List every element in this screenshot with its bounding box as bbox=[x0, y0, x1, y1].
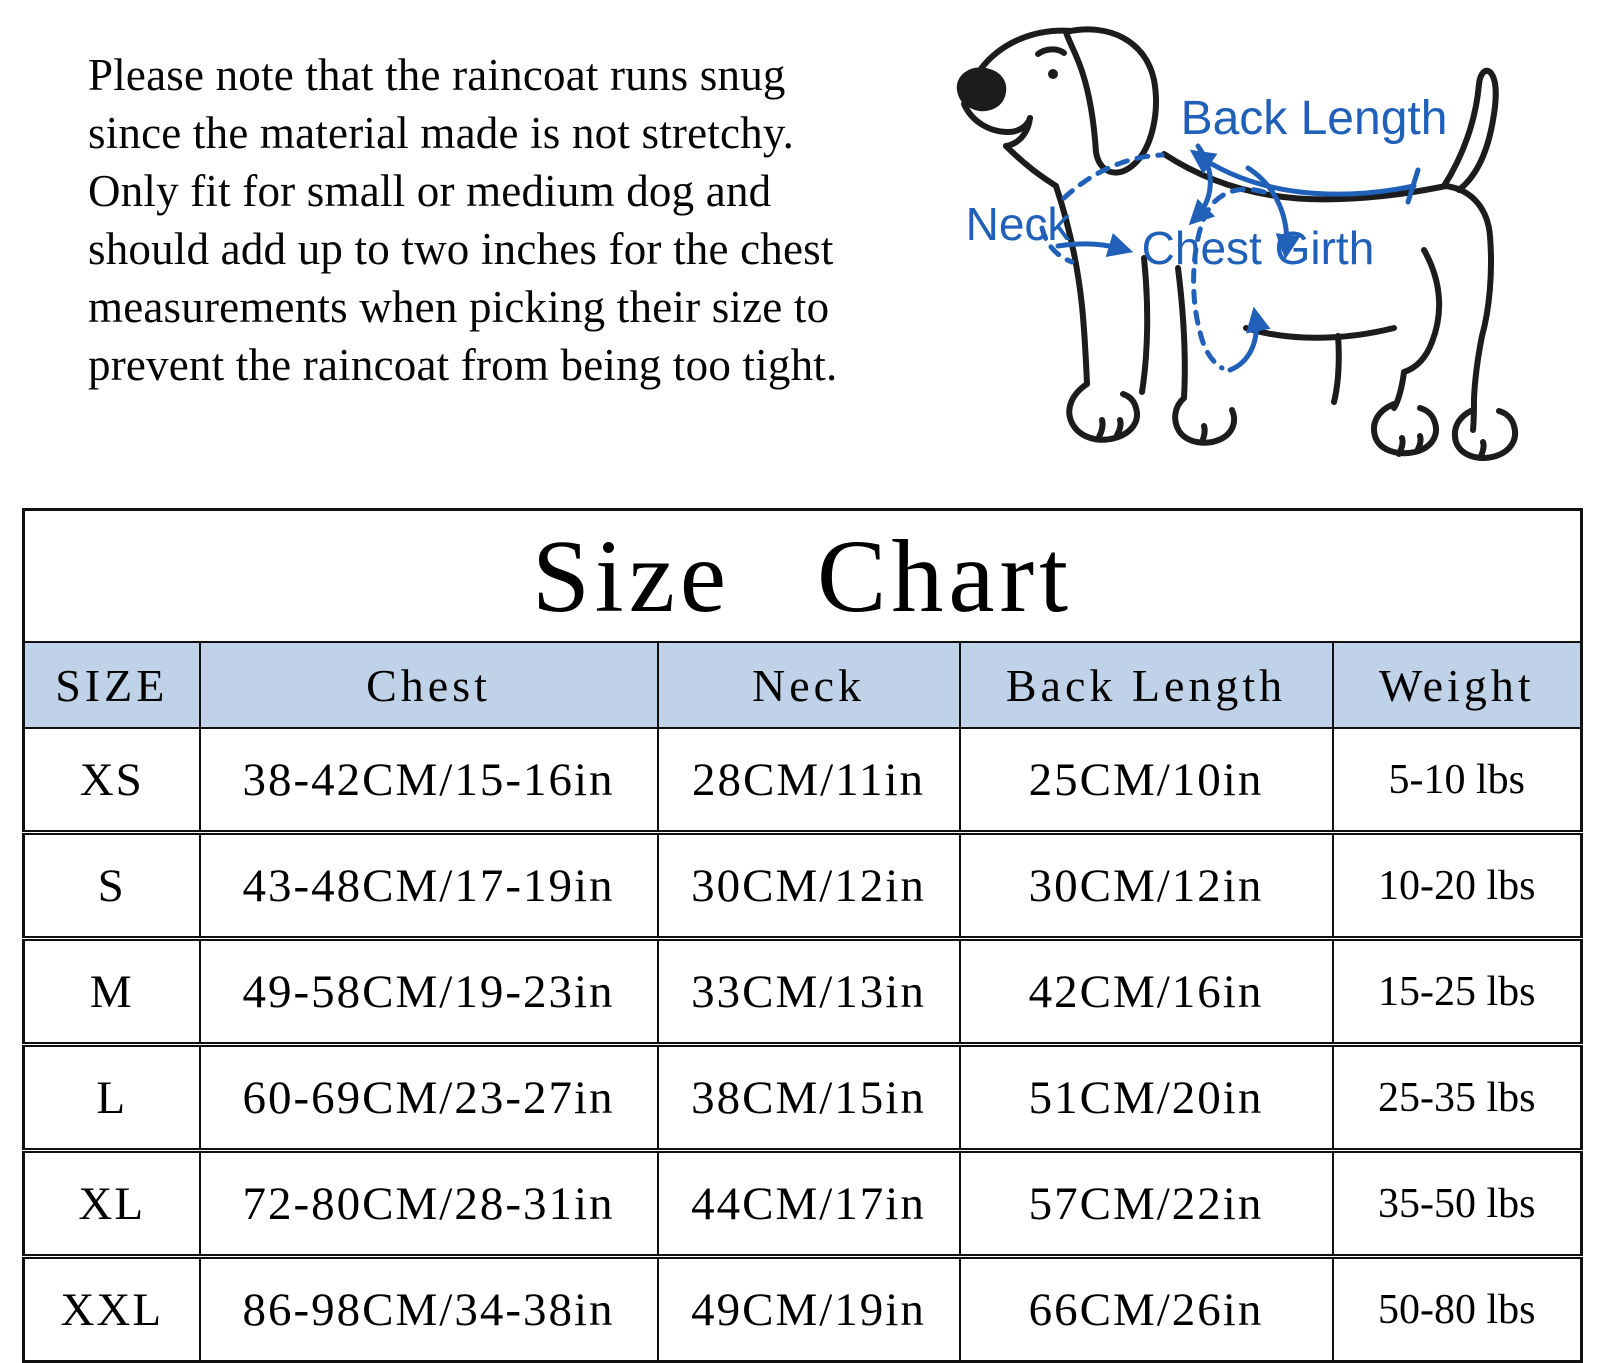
neck-dashed-arc-top bbox=[1061, 152, 1165, 201]
cell-weight: 25-35 lbs bbox=[1331, 1042, 1583, 1152]
fit-note-line: should add up to two inches for the ches… bbox=[88, 224, 834, 274]
dog-front-leg-far bbox=[1175, 265, 1188, 401]
dog-paw-front-near-toes bbox=[1096, 417, 1124, 440]
dog-paw-hind-far-toes bbox=[1477, 439, 1487, 461]
cell-neck: 38CM/15in bbox=[656, 1042, 961, 1152]
dog-hind-leg-front-edge bbox=[1331, 333, 1342, 405]
dog-haunch bbox=[1391, 247, 1443, 411]
chest-girth-annotation bbox=[1191, 165, 1301, 373]
fit-note-line: Only fit for small or medium dog and bbox=[88, 166, 772, 216]
column-header-neck: Neck bbox=[656, 641, 961, 729]
cell-chest: 43-48CM/17-19in bbox=[198, 830, 659, 940]
dog-tail bbox=[1441, 67, 1499, 193]
dog-chest-front-leg bbox=[1053, 183, 1090, 387]
fit-note-line: measurements when picking their size to bbox=[88, 282, 830, 332]
cell-neck: 30CM/12in bbox=[656, 830, 961, 940]
chest-dashed-ellipse bbox=[1191, 186, 1267, 371]
fit-note: Please note that the raincoat runs snug … bbox=[88, 46, 948, 394]
cell-back-length: 25CM/10in bbox=[958, 727, 1334, 834]
dog-paw-front-far-toes bbox=[1199, 423, 1208, 445]
cell-chest: 60-69CM/23-27in bbox=[198, 1042, 659, 1152]
cell-weight: 10-20 lbs bbox=[1331, 830, 1583, 940]
cell-chest: 38-42CM/15-16in bbox=[198, 727, 659, 834]
cell-chest: 49-58CM/19-23in bbox=[198, 936, 659, 1046]
size-chart-title: Size Chart bbox=[22, 508, 1583, 643]
cell-weight: 5-10 lbs bbox=[1331, 727, 1583, 834]
dog-ear bbox=[1063, 26, 1159, 176]
chest-bottom-arrow bbox=[1227, 306, 1271, 373]
dog-paw-front-far bbox=[1172, 395, 1238, 446]
dog-nose bbox=[956, 67, 1007, 112]
table-row: M 49-58CM/19-23in 33CM/13in 42CM/16in 15… bbox=[22, 936, 1583, 1046]
back-length-label: Back Length bbox=[1181, 92, 1448, 145]
back-length-measure-line bbox=[1189, 149, 1417, 197]
dog-rump-hind-leg bbox=[1443, 183, 1494, 433]
dog-measurement-diagram: Back Length Neck Chest Girth bbox=[956, 26, 1518, 461]
dog-brow bbox=[1035, 46, 1067, 57]
cell-back-length: 30CM/12in bbox=[958, 830, 1334, 940]
table-row: L 60-69CM/23-27in 38CM/15in 51CM/20in 25… bbox=[22, 1042, 1583, 1152]
cell-neck: 49CM/19in bbox=[656, 1254, 961, 1363]
column-header-back-length: Back Length bbox=[958, 641, 1334, 729]
cell-back-length: 66CM/26in bbox=[958, 1254, 1334, 1363]
neck-dashed-arc-bottom bbox=[1039, 225, 1075, 265]
cell-weight: 35-50 lbs bbox=[1331, 1148, 1583, 1258]
cell-neck: 28CM/11in bbox=[656, 727, 961, 834]
dog-paw-hind-far bbox=[1452, 407, 1518, 461]
size-chart-table: Size Chart SIZE Chest Neck Back Length W… bbox=[22, 508, 1584, 1363]
cell-weight: 15-25 lbs bbox=[1331, 936, 1583, 1046]
column-header-size: SIZE bbox=[22, 641, 201, 729]
cell-size: XL bbox=[22, 1148, 201, 1258]
neck-measure-annotation bbox=[1039, 152, 1165, 265]
table-row: S 43-48CM/17-19in 30CM/12in 30CM/12in 10… bbox=[22, 830, 1583, 940]
cell-chest: 72-80CM/28-31in bbox=[198, 1148, 659, 1258]
cell-size: XXL bbox=[22, 1254, 201, 1363]
fit-note-line: Please note that the raincoat runs snug bbox=[88, 50, 786, 100]
chest-top-arrow bbox=[1245, 165, 1301, 260]
cell-size: S bbox=[22, 830, 201, 940]
header-row: SIZE Chest Neck Back Length Weight bbox=[22, 641, 1583, 729]
cell-size: L bbox=[22, 1042, 201, 1152]
table-row: XL 72-80CM/28-31in 44CM/17in 57CM/22in 3… bbox=[22, 1148, 1583, 1258]
column-header-chest: Chest bbox=[198, 641, 659, 729]
fit-note-line: prevent the raincoat from being too tigh… bbox=[88, 340, 838, 390]
cell-neck: 44CM/17in bbox=[656, 1148, 961, 1258]
dog-belly-line bbox=[1243, 325, 1397, 341]
dog-paw-front-near bbox=[1066, 381, 1140, 443]
dog-head-line bbox=[977, 27, 1075, 73]
dog-eye bbox=[1048, 69, 1058, 79]
cell-size: M bbox=[22, 936, 201, 1046]
cell-chest: 86-98CM/34-38in bbox=[198, 1254, 659, 1363]
withers-arrow bbox=[1188, 143, 1216, 226]
dog-paw-hind-near-toes bbox=[1396, 433, 1424, 457]
dog-outline-drawing bbox=[956, 26, 1518, 461]
back-length-annotation bbox=[1188, 143, 1421, 226]
chest-girth-label: Chest Girth bbox=[1142, 222, 1375, 274]
table-row: XXL 86-98CM/34-38in 49CM/19in 66CM/26in … bbox=[22, 1254, 1583, 1363]
dog-front-leg-back-edge bbox=[1139, 255, 1151, 395]
cell-back-length: 51CM/20in bbox=[958, 1042, 1334, 1152]
column-header-weight: Weight bbox=[1331, 641, 1583, 729]
cell-weight: 50-80 lbs bbox=[1331, 1254, 1583, 1363]
back-length-end-tick bbox=[1405, 167, 1421, 205]
cell-size: XS bbox=[22, 727, 201, 834]
neck-arrow bbox=[1055, 233, 1134, 257]
table-row: XS 38-42CM/15-16in 28CM/11in 25CM/10in 5… bbox=[22, 727, 1583, 834]
cell-back-length: 42CM/16in bbox=[958, 936, 1334, 1046]
dog-jaw-line bbox=[1003, 143, 1059, 189]
cell-neck: 33CM/13in bbox=[656, 936, 961, 1046]
neck-label: Neck bbox=[966, 198, 1072, 250]
title-row: Size Chart bbox=[22, 508, 1583, 643]
fit-note-line: since the material made is not stretchy. bbox=[88, 108, 795, 158]
cell-back-length: 57CM/22in bbox=[958, 1148, 1334, 1258]
